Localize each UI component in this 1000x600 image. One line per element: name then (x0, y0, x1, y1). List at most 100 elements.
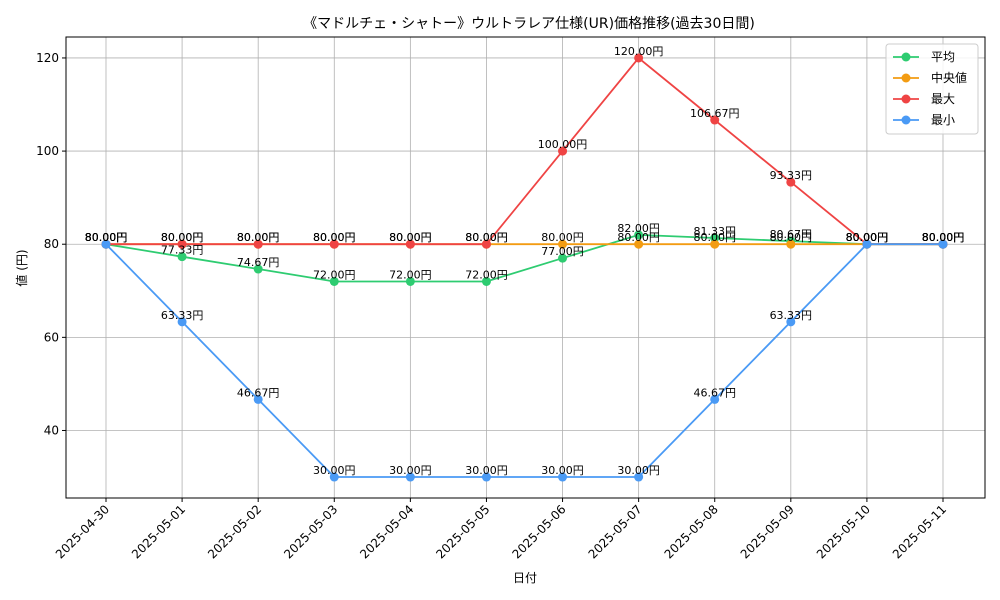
series-line (105, 233, 943, 283)
data-point (710, 239, 720, 249)
data-point (558, 253, 568, 263)
x-axis-label: 日付 (513, 571, 537, 585)
data-label: 46.67円 (693, 386, 736, 399)
data-point (481, 239, 491, 249)
data-label: 80.00円 (161, 231, 204, 244)
y-axis-label: 値 (円) (14, 249, 29, 286)
data-point (253, 264, 263, 274)
data-point (786, 177, 796, 187)
plot-area (65, 36, 986, 499)
data-label: 80.00円 (922, 231, 965, 244)
data-label: 80.67円 (770, 228, 813, 241)
data-label: 80.00円 (846, 231, 889, 244)
data-point (481, 472, 491, 482)
x-tick-label: 2025-05-10 (814, 502, 873, 561)
data-label: 80.00円 (237, 231, 280, 244)
data-label: 80.00円 (313, 231, 356, 244)
y-tick-label: 60 (44, 330, 59, 344)
data-label: 80.00円 (313, 231, 356, 244)
y-tick-label: 120 (36, 51, 59, 65)
data-point (786, 239, 796, 249)
data-label: 80.00円 (85, 231, 128, 244)
x-tick-label: 2025-05-01 (129, 502, 188, 561)
data-label: 93.33円 (770, 169, 813, 182)
x-tick-label: 2025-05-02 (205, 502, 264, 561)
data-point (405, 472, 415, 482)
data-label: 80.00円 (617, 231, 660, 244)
chart-title: 《マドルチェ・シャトー》ウルトラレア仕様(UR)価格推移(過去30日間) (303, 16, 755, 32)
data-label: 30.00円 (541, 464, 584, 477)
legend-swatch-marker (901, 115, 911, 125)
series-group (101, 53, 948, 482)
data-point (634, 230, 644, 240)
legend-label: 最小 (931, 113, 955, 127)
data-point (558, 472, 568, 482)
data-point (710, 394, 720, 404)
x-tick-label: 2025-05-11 (890, 502, 949, 561)
y-tick-label: 40 (44, 423, 59, 437)
data-label: 80.00円 (85, 231, 128, 244)
data-point (253, 239, 263, 249)
data-point (710, 115, 720, 125)
data-point (634, 239, 644, 249)
data-point (786, 317, 796, 327)
data-label: 80.00円 (846, 231, 889, 244)
y-axis: 40 60 80 100 120 (36, 51, 66, 437)
data-label: 80.00円 (85, 231, 128, 244)
data-label: 30.00円 (389, 464, 432, 477)
data-point (481, 276, 491, 286)
data-label: 77.33円 (161, 244, 204, 257)
data-label: 74.67円 (237, 256, 280, 269)
data-point (329, 276, 339, 286)
data-label: 80.00円 (465, 231, 508, 244)
legend-label: 最大 (931, 92, 955, 106)
legend-label: 平均 (931, 50, 955, 64)
data-point (329, 472, 339, 482)
x-tick-label: 2025-05-03 (281, 502, 340, 561)
data-label: 81.33円 (693, 225, 736, 238)
data-label: 63.33円 (770, 309, 813, 322)
legend-box (885, 43, 979, 135)
data-label: 72.00円 (465, 268, 508, 281)
data-label: 80.00円 (922, 231, 965, 244)
y-tick-label: 100 (36, 144, 59, 158)
data-label: 100.00円 (538, 138, 588, 151)
data-label: 72.00円 (389, 268, 432, 281)
data-label: 80.00円 (161, 231, 204, 244)
data-point (329, 239, 339, 249)
data-point (177, 252, 187, 262)
data-label: 80.00円 (846, 231, 889, 244)
data-label: 82.00円 (617, 222, 660, 235)
data-point (558, 239, 568, 249)
data-label: 80.00円 (85, 231, 128, 244)
data-point (177, 317, 187, 327)
data-label: 30.00円 (313, 464, 356, 477)
data-point (405, 239, 415, 249)
data-point (253, 394, 263, 404)
data-label: 63.33円 (161, 309, 204, 322)
data-point (634, 53, 644, 63)
data-point (177, 239, 187, 249)
data-label: 80.00円 (465, 231, 508, 244)
data-label: 77.00円 (541, 245, 584, 258)
x-tick-label: 2025-04-30 (53, 502, 112, 561)
x-tick-label: 2025-05-07 (586, 502, 645, 561)
x-axis: 2025-04-30 2025-05-01 2025-05-02 2025-05-03… (53, 498, 949, 561)
data-label: 80.00円 (237, 231, 280, 244)
data-label: 106.67円 (690, 107, 740, 120)
data-label: 46.67円 (237, 386, 280, 399)
x-tick-label: 2025-05-06 (509, 502, 568, 561)
data-point (634, 472, 644, 482)
y-tick-label: 80 (44, 237, 59, 251)
series-line (106, 56, 943, 246)
data-point (101, 239, 111, 249)
data-point (938, 239, 948, 249)
data-point (710, 233, 720, 243)
legend-swatch-marker (901, 73, 911, 83)
data-label: 80.00円 (846, 231, 889, 244)
data-label: 80.00円 (389, 231, 432, 244)
x-tick-label: 2025-05-09 (738, 502, 797, 561)
